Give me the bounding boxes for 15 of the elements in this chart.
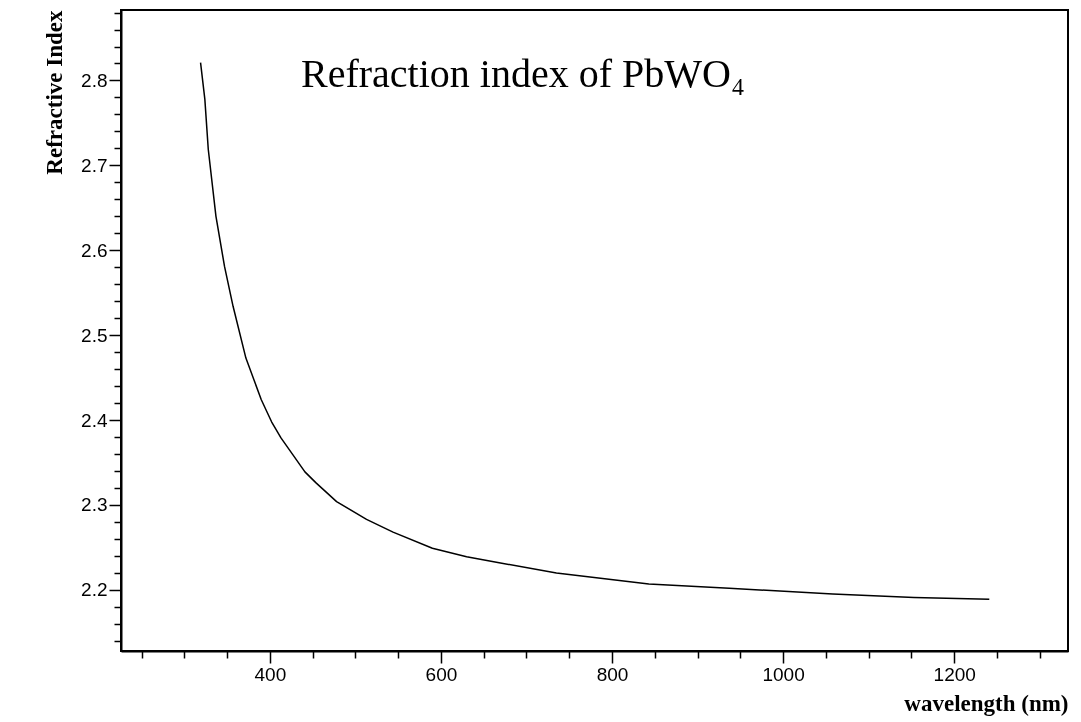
x-tick-label: 1200 — [933, 663, 976, 685]
y-tick-label: 2.3 — [81, 494, 108, 516]
y-axis-title: Refractive Index — [42, 10, 68, 175]
text: Refraction index of PbWO₄ — [301, 50, 745, 96]
y-tick-label: 2.5 — [81, 324, 108, 346]
y-tick-label: 2.8 — [81, 69, 108, 91]
x-tick-label: 800 — [596, 663, 629, 685]
y-tick-label: 2.4 — [81, 409, 108, 431]
x-tick-label: 400 — [254, 663, 287, 685]
x-axis-title: wavelength (nm) — [904, 690, 1069, 716]
x-tick-label: 1000 — [762, 663, 805, 685]
x-tick-label: 600 — [425, 663, 458, 685]
y-tick-label: 2.7 — [81, 154, 108, 176]
y-tick-label: 2.6 — [81, 239, 108, 261]
y-tick-label: 2.2 — [81, 579, 108, 601]
